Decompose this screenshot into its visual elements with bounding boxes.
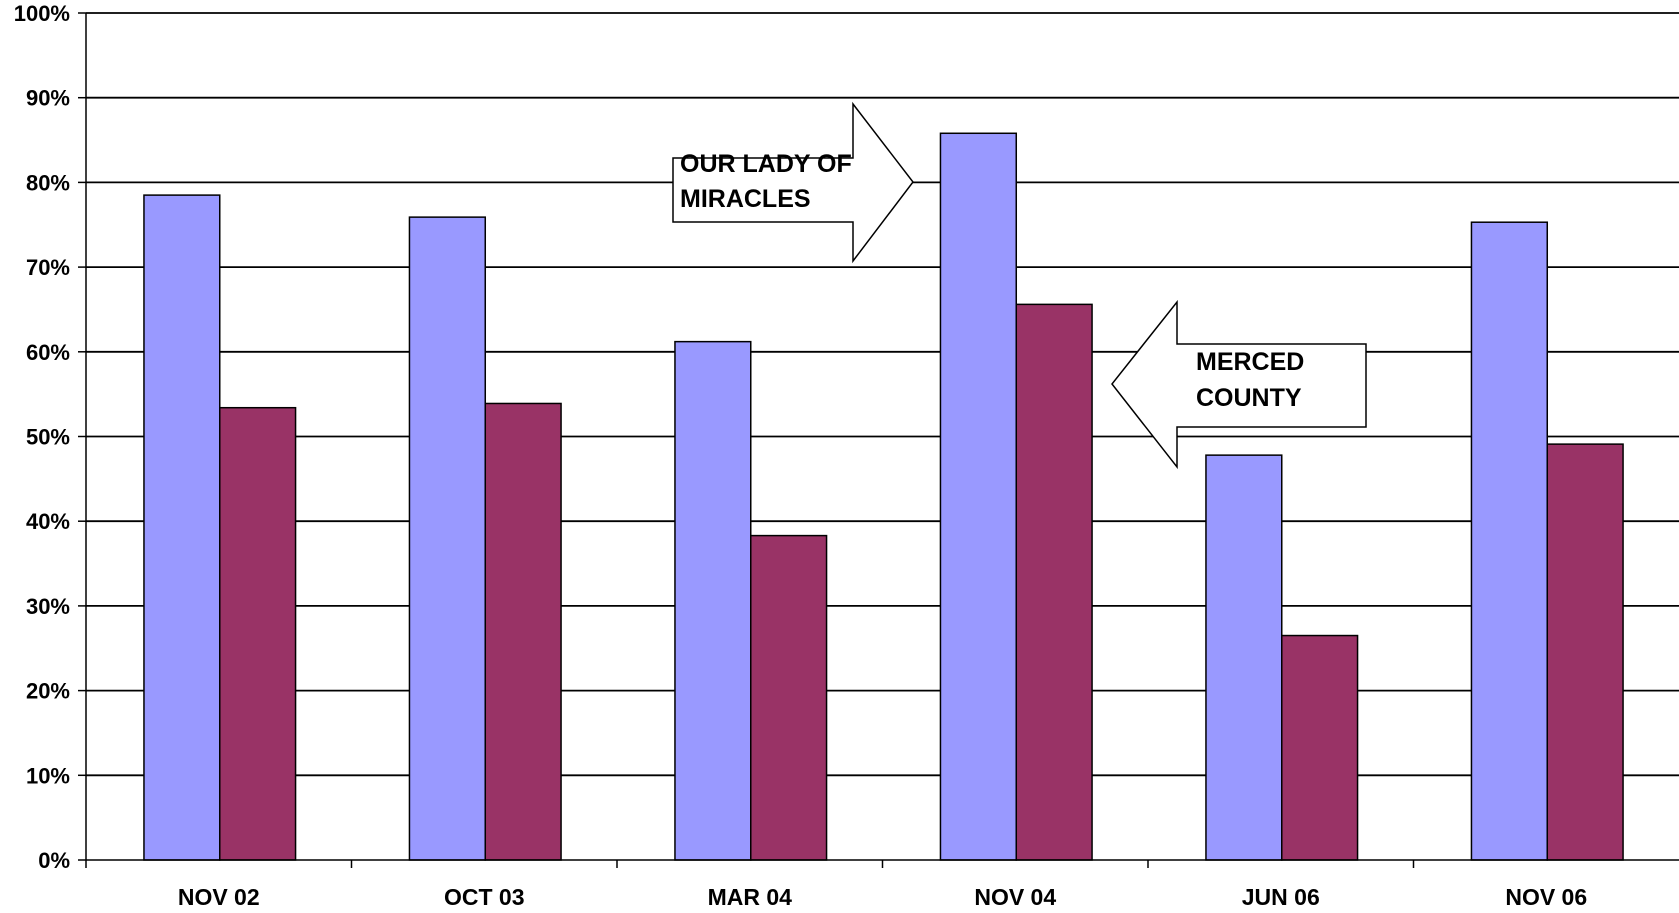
x-tick-label: NOV 04	[974, 884, 1056, 910]
x-tick-label: NOV 06	[1505, 884, 1587, 910]
y-tick-label: 70%	[26, 255, 70, 280]
callout-label-line-1: OUR LADY OF	[680, 150, 852, 178]
callout-label-line-1: MERCED	[1196, 348, 1304, 376]
bar	[219, 406, 297, 861]
x-tick-label: MAR 04	[708, 884, 793, 910]
bar	[1205, 454, 1283, 861]
bar	[1281, 634, 1359, 861]
bar	[1546, 443, 1624, 861]
bar	[484, 402, 562, 861]
x-tick-label: JUN 06	[1242, 884, 1320, 910]
callout-our-lady-of-miracles: OUR LADY OF MIRACLES	[672, 101, 914, 264]
y-tick-label: 80%	[26, 170, 70, 195]
bar	[408, 216, 487, 861]
y-tick-labels: 0% 10% 20% 30% 40% 50% 60% 70% 80% 90% 100%	[14, 1, 70, 873]
y-tick-label: 100%	[14, 1, 70, 26]
callout-merced-county: MERCED COUNTY	[1111, 299, 1367, 470]
bars	[143, 132, 1624, 861]
bar	[750, 534, 828, 861]
callout-label-line-2: COUNTY	[1196, 384, 1302, 412]
axes	[78, 12, 1679, 868]
x-tick-label: OCT 03	[444, 884, 525, 910]
bar	[939, 132, 1018, 861]
bar	[1015, 303, 1093, 861]
left-arrow-shape	[1111, 299, 1367, 470]
callout-label-line-2: MIRACLES	[680, 185, 811, 213]
gridlines	[86, 12, 1679, 777]
bar	[674, 340, 752, 861]
y-tick-label: 30%	[26, 594, 70, 619]
y-tick-label: 40%	[26, 509, 70, 534]
right-arrow-shape	[672, 101, 914, 264]
y-tick-label: 50%	[26, 425, 70, 450]
bar	[1470, 221, 1549, 861]
y-tick-label: 10%	[26, 763, 70, 788]
x-tick-label: NOV 02	[178, 884, 260, 910]
y-tick-label: 20%	[26, 679, 70, 704]
bar	[143, 194, 221, 861]
y-tick-label: 90%	[26, 86, 70, 111]
y-tick-label: 0%	[38, 848, 70, 873]
y-tick-label: 60%	[26, 340, 70, 365]
x-tick-labels: NOV 02 OCT 03 MAR 04 NOV 04 JUN 06 NOV 06	[178, 884, 1587, 910]
